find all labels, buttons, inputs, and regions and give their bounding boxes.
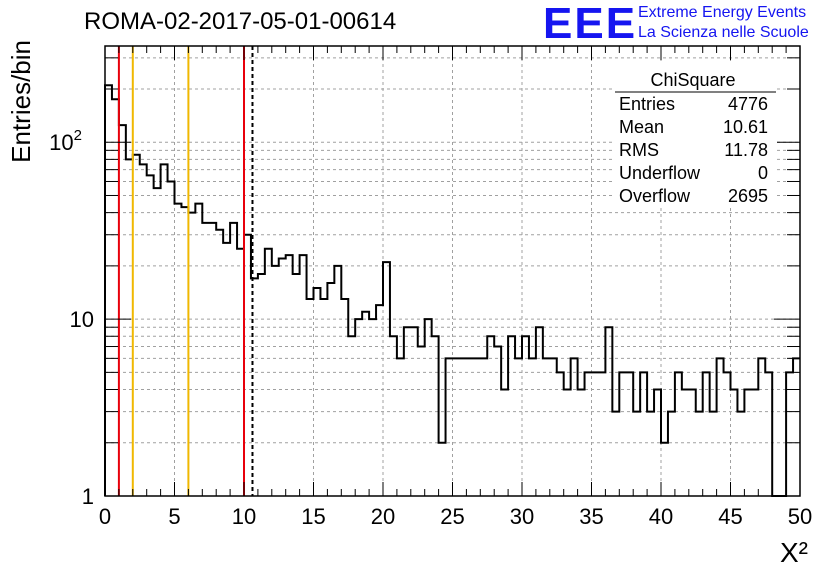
axes: 0 5 10 15 20 25 30 35 40 45 50 1 10 102 Entries/bin X² [6,40,812,568]
stats-label: Overflow [619,186,691,206]
y-tick-label: 1 [82,484,94,509]
x-tick-label: 10 [232,504,256,529]
x-tick-label: 20 [371,504,395,529]
histogram-layer [104,84,800,497]
x-axis-label: X² [780,537,808,568]
logo-line-1: Extreme Energy Events [638,4,807,21]
x-tick-label: 25 [440,504,464,529]
stats-value: 0 [758,163,768,183]
eee-logo: EEE Extreme Energy Events La Scienza nel… [543,2,833,46]
logo-mark: EEE [543,0,638,48]
x-tick-label: 5 [168,504,180,529]
x-tick-label: 35 [579,504,603,529]
y-tick-label: 10 [70,307,94,332]
x-tick-label: 30 [510,504,534,529]
stats-box-title: ChiSquare [650,70,735,90]
y-axis-label: Entries/bin [6,40,36,163]
histogram-outline [104,84,800,497]
y-tick-label: 102 [49,127,82,155]
stats-value: 11.78 [724,140,768,160]
stats-label: Entries [619,94,675,114]
stats-box-background [612,63,777,206]
x-tick-label: 45 [718,504,742,529]
stats-value: 2695 [728,186,768,206]
x-tick-label: 50 [788,504,812,529]
x-tick-label: 0 [99,504,111,529]
stats-label: Mean [619,117,664,137]
stats-label: RMS [619,140,659,160]
stats-label: Underflow [619,163,701,183]
stats-box: ChiSquare Entries 4776 Mean 10.61 RMS 11.78 Und… [612,63,777,206]
stats-value: 10.61 [723,117,768,137]
logo-line-2: La Scienza nelle Scuole [638,24,809,41]
x-tick-label: 15 [301,504,325,529]
plot-title: ROMA-02-2017-05-01-00614 [84,8,397,35]
vertical-markers [117,46,254,496]
x-tick-label: 40 [649,504,673,529]
stats-value: 4776 [728,94,768,114]
